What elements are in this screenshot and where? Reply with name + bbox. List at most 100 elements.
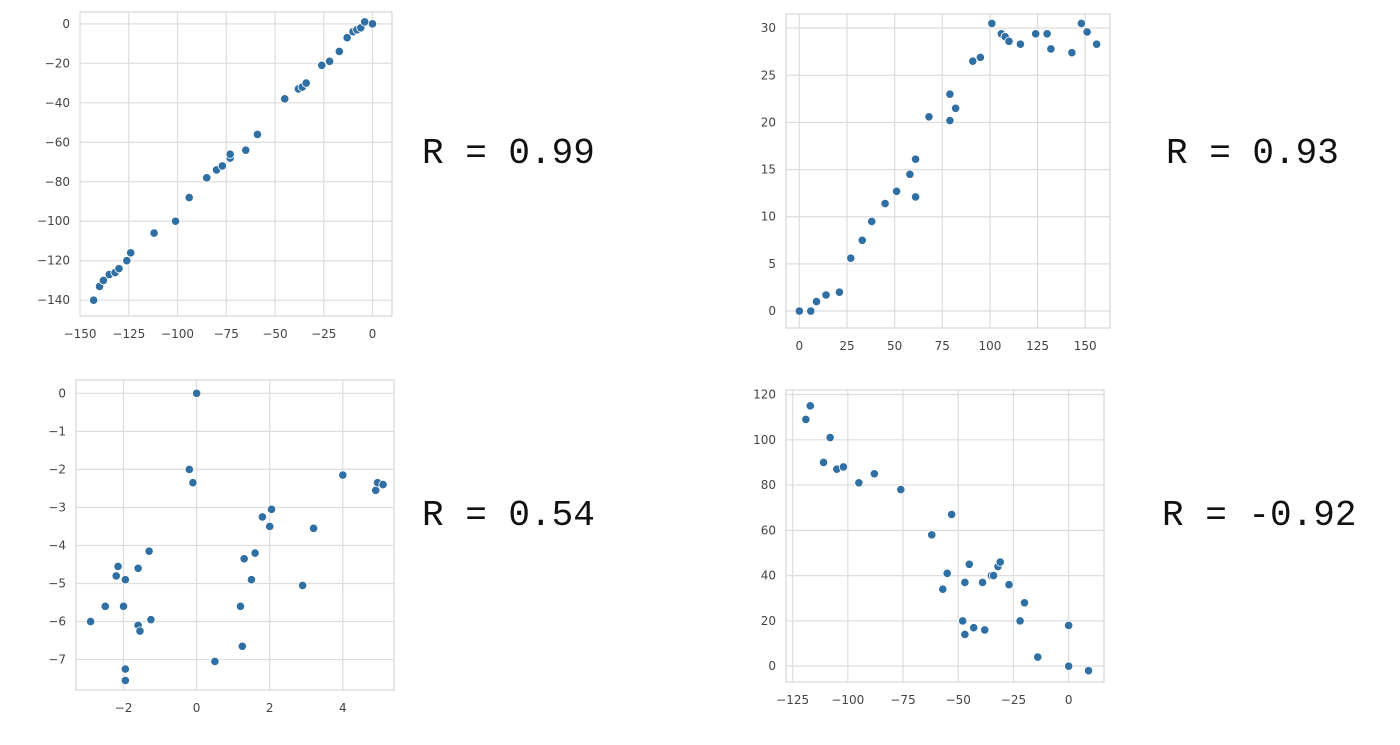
- data-point: [1031, 29, 1041, 39]
- x-tick-label: 0: [369, 327, 377, 341]
- x-tick-label: 25: [839, 339, 854, 353]
- x-tick-label: −100: [831, 693, 864, 707]
- data-point: [239, 554, 249, 564]
- y-tick-label: 0: [58, 386, 66, 400]
- data-point: [924, 112, 934, 122]
- scatter-chart-top-right: 0 25 50 75 100 125 150 0 5 10 15 20 25 30: [761, 13, 1111, 353]
- data-point: [794, 306, 804, 316]
- data-point: [927, 530, 937, 540]
- data-point: [1064, 661, 1074, 671]
- data-point: [838, 462, 849, 472]
- data-point: [133, 563, 143, 573]
- data-point: [977, 577, 988, 588]
- data-point: [308, 523, 319, 533]
- data-point: [1019, 598, 1030, 608]
- data-point: [246, 575, 257, 585]
- data-point: [184, 464, 194, 474]
- data-point: [188, 478, 198, 488]
- x-tick-label: 50: [887, 339, 902, 353]
- data-point: [880, 198, 890, 209]
- data-point: [98, 275, 109, 286]
- y-tick-label: 10: [761, 210, 776, 224]
- y-tick-label: 25: [761, 68, 776, 82]
- y-tick-label: −40: [45, 96, 70, 110]
- scatter-chart-bottom-left: −2 0 2 4 0 −1 −2 −3 −4 −5 −6 −7: [48, 379, 395, 715]
- data-point: [86, 616, 96, 627]
- x-tick-label: 0: [796, 339, 804, 353]
- data-point: [149, 228, 159, 238]
- data-point: [806, 306, 816, 316]
- y-tick-label: 5: [768, 257, 776, 271]
- data-point: [1076, 18, 1087, 29]
- data-point: [146, 615, 156, 625]
- data-point: [1004, 36, 1014, 46]
- data-point: [1046, 44, 1056, 54]
- data-point: [235, 601, 246, 611]
- y-tick-label: −1: [48, 424, 66, 438]
- data-point: [217, 161, 227, 171]
- y-tick-label: 120: [753, 388, 776, 402]
- data-point: [1033, 652, 1043, 662]
- data-point: [250, 548, 260, 558]
- data-point: [317, 60, 327, 70]
- data-point: [280, 94, 290, 104]
- data-point: [144, 546, 154, 556]
- data-point: [338, 470, 348, 480]
- data-point: [975, 52, 986, 62]
- data-point: [202, 173, 212, 183]
- data-point: [854, 478, 864, 488]
- data-point: [988, 571, 999, 581]
- data-point: [942, 568, 952, 578]
- x-tick-label: 75: [935, 339, 950, 353]
- data-point: [1083, 666, 1094, 676]
- data-point: [265, 521, 275, 532]
- correlation-label-bottom-right: R = -0.92: [1162, 495, 1357, 536]
- y-tick-label: 15: [761, 163, 776, 177]
- correlation-label-bottom-left: R = 0.54: [422, 495, 595, 536]
- y-tick-label: −20: [45, 56, 70, 70]
- data-point: [995, 557, 1005, 567]
- data-point: [301, 78, 311, 88]
- data-point: [225, 149, 235, 159]
- data-point: [266, 504, 277, 514]
- y-tick-label: −7: [48, 653, 66, 667]
- x-tick-label: 2: [266, 701, 274, 715]
- data-point: [821, 290, 831, 300]
- data-point: [122, 256, 132, 266]
- y-tick-label: −140: [37, 293, 70, 307]
- x-tick-label: 100: [978, 339, 1001, 353]
- x-tick-label: 0: [1065, 693, 1073, 707]
- plot-area-top-left: [79, 11, 393, 317]
- x-tick-label: −2: [115, 701, 133, 715]
- data-point: [120, 675, 130, 686]
- data-point: [896, 484, 906, 495]
- data-point: [135, 626, 145, 636]
- data-point: [857, 235, 867, 245]
- data-point: [960, 577, 970, 588]
- data-point: [951, 103, 961, 113]
- data-point: [801, 414, 811, 425]
- data-point: [118, 601, 129, 611]
- data-point: [126, 248, 136, 258]
- x-tick-label: 4: [339, 701, 347, 715]
- data-point: [111, 571, 121, 581]
- data-point: [1092, 39, 1102, 49]
- data-point: [980, 625, 990, 635]
- x-tick-label: 125: [1026, 339, 1049, 353]
- data-point: [360, 17, 370, 27]
- data-point: [298, 580, 308, 590]
- y-tick-label: 40: [761, 569, 776, 583]
- y-tick-label: −2: [48, 462, 66, 476]
- data-point: [1064, 620, 1074, 631]
- data-point: [371, 485, 381, 495]
- data-point: [113, 561, 123, 571]
- x-tick-label: −50: [946, 693, 971, 707]
- y-tick-label: 30: [761, 21, 776, 35]
- data-point: [120, 575, 130, 585]
- data-point: [114, 264, 124, 274]
- x-tick-label: −125: [112, 327, 145, 341]
- data-point: [891, 186, 902, 196]
- data-point: [834, 287, 844, 297]
- data-point: [945, 115, 955, 126]
